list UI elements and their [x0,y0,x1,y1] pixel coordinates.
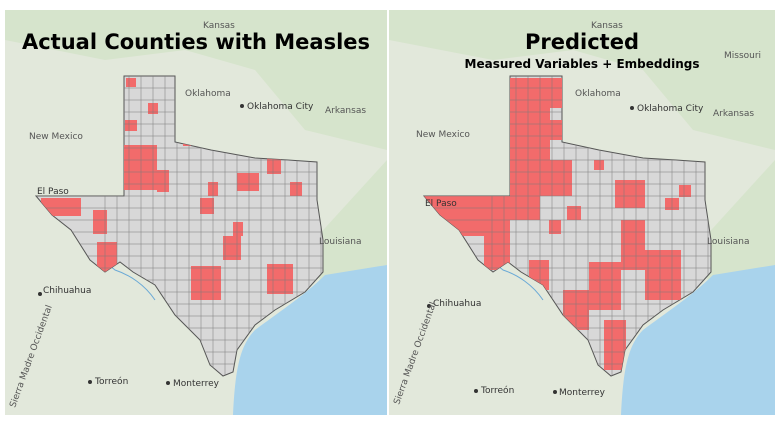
label-oklahoma-city: Oklahoma City [247,102,314,112]
label-new-mexico: New Mexico [416,130,470,140]
county-measles [126,78,136,87]
county-measles [290,182,302,196]
right-map-title: Predicted [525,30,639,54]
county-measles [621,220,645,270]
label-monterrey: Monterrey [173,379,220,389]
county-measles [200,198,214,214]
label-kansas: Kansas [203,21,235,31]
county-measles [157,170,169,192]
measles-counties-predicted [424,78,691,370]
label-oklahoma-city: Oklahoma City [637,104,704,114]
label-oklahoma: Oklahoma [575,89,621,99]
county-measles [550,160,572,196]
county-measles [267,264,293,294]
texas-outline [34,75,324,377]
county-measles [191,266,221,300]
county-measles [679,185,691,197]
county-measles [267,158,281,174]
county-measles [510,78,562,108]
green-terrain [5,10,387,150]
county-lines-vertical [491,76,709,376]
county-lines-vertical [104,76,322,376]
county-measles [589,262,621,310]
city-dot-monterrey [553,390,557,394]
city-dot-chihuahua [427,304,431,308]
right-map-subtitle: Measured Variables + Embeddings [464,57,700,71]
label-arkansas: Arkansas [713,109,754,119]
label-el-paso: El Paso [37,187,69,197]
county-measles [97,242,117,272]
gulf-of-mexico [233,265,387,415]
county-measles [41,198,81,216]
city-dot-monterrey [166,381,170,385]
green-terrain [389,10,775,150]
green-terrain-east [693,160,775,290]
label-chihuahua: Chihuahua [43,286,91,296]
county-measles [233,222,243,236]
city-dot-chihuahua [38,292,42,296]
county-measles [125,120,137,131]
predicted-map: Kansas Missouri Oklahoma Oklahoma City A… [389,10,775,415]
label-missouri: Missouri [724,51,761,61]
county-measles [237,173,259,191]
county-measles [594,160,604,170]
county-measles [604,320,626,370]
city-dot-oklahoma-city [630,106,634,110]
actual-map: Kansas Oklahoma Oklahoma City Arkansas N… [5,10,387,415]
label-louisiana: Louisiana [319,237,362,247]
city-dot-torreon [474,389,478,393]
city-dot-torreon [88,380,92,384]
left-map-title: Actual Counties with Measles [21,30,371,54]
city-dot-oklahoma-city [240,104,244,108]
label-el-paso: El Paso [425,199,457,209]
actual-map-panel: Kansas Oklahoma Oklahoma City Arkansas N… [5,10,387,415]
label-torreon: Torreón [94,376,128,387]
county-measles [567,206,581,220]
county-measles [223,236,241,260]
label-chihuahua: Chihuahua [433,299,481,309]
texas-outline [422,75,712,377]
predicted-map-panel: Kansas Missouri Oklahoma Oklahoma City A… [389,10,775,415]
label-arkansas: Arkansas [325,106,366,116]
county-measles [550,120,562,140]
green-terrain-east [305,160,387,290]
label-oklahoma: Oklahoma [185,89,231,99]
gulf-of-mexico [621,265,775,415]
label-torreon: Torreón [480,385,514,396]
county-measles [645,250,681,300]
county-measles [510,108,550,196]
county-measles [615,180,645,208]
label-new-mexico: New Mexico [29,132,83,142]
county-measles [93,210,107,234]
label-kansas: Kansas [591,21,623,31]
label-monterrey: Monterrey [559,388,606,398]
label-louisiana: Louisiana [707,237,750,247]
